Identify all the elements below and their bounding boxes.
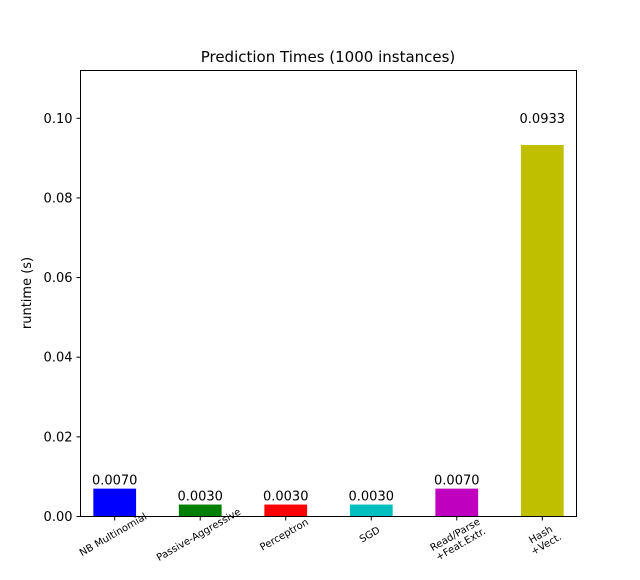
bar-value-label: 0.0070 xyxy=(434,474,480,489)
y-tick-label: 0.10 xyxy=(44,112,73,127)
x-tick-label-group: Hash+Vect. xyxy=(524,522,564,558)
x-tick-label-group: Read/Parse+Feat.Extr. xyxy=(429,517,488,564)
y-axis-label: runtime (s) xyxy=(20,257,35,329)
bar-value-label: 0.0030 xyxy=(177,490,223,505)
bar-value-label: 0.0933 xyxy=(520,112,566,127)
x-tick-label-group: SGD xyxy=(358,525,383,546)
chart-title: Prediction Times (1000 instances) xyxy=(201,48,456,66)
bar xyxy=(435,488,479,517)
y-tick-label: 0.08 xyxy=(44,191,73,206)
x-axis: NB Multinomial Passive-Aggressive Perceptr… xyxy=(78,507,564,564)
y-tick-label: 0.04 xyxy=(44,351,73,366)
bar xyxy=(178,504,222,517)
y-tick-label: 0.02 xyxy=(44,430,73,445)
bar xyxy=(264,504,308,517)
bars: 0.0070 0.0030 0.0030 0.0030 0.0070 0.0933 xyxy=(92,112,565,517)
y-tick-label: 0.06 xyxy=(44,271,73,286)
x-tick-label: Perceptron xyxy=(258,517,310,554)
x-tick-label: Hash+Vect. xyxy=(524,522,564,558)
y-axis: 0.00 0.02 0.04 0.06 0.08 0.10 xyxy=(44,112,81,525)
bar-value-label: 0.0030 xyxy=(263,490,309,505)
x-tick-label: SGD xyxy=(358,525,383,546)
y-tick-label: 0.00 xyxy=(44,510,73,525)
bar-value-label: 0.0030 xyxy=(349,490,395,505)
x-tick-label-group: NB Multinomial xyxy=(78,512,149,559)
bar xyxy=(349,504,393,517)
bar-value-label: 0.0070 xyxy=(92,474,138,489)
plot-frame xyxy=(80,70,577,517)
x-tick-label: NB Multinomial xyxy=(78,512,149,559)
bar xyxy=(93,488,137,517)
x-tick-label-group: Perceptron xyxy=(258,517,310,554)
x-tick-label: Read/Parse+Feat.Extr. xyxy=(429,517,488,564)
bar xyxy=(520,144,564,517)
